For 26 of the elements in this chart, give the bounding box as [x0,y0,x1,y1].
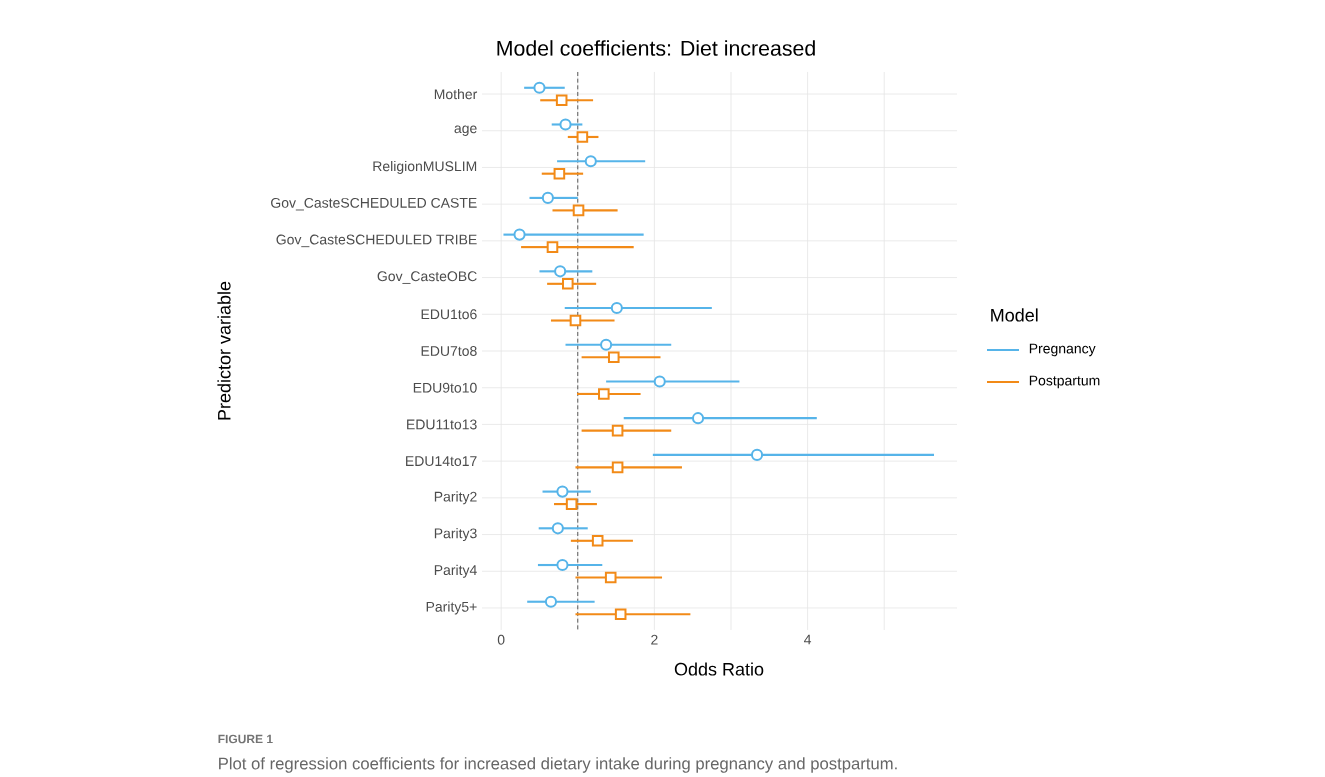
y-tick-label: EDU7to8 [421,345,477,356]
y-tick-label: EDU11to13 [407,419,477,430]
x-tick-label: 0 [497,634,505,645]
y-tick-label: age [454,125,477,136]
y-tick-label: EDU14to17 [406,456,477,466]
y-tick-label: EDU1to6 [421,309,477,320]
x-tick-label: 2 [651,634,658,645]
caption: FIGURE 1 [218,734,273,744]
y-tick-label: Parity2 [434,491,477,505]
y-tick-label: Parity3 [434,527,477,541]
y-tick-label: Gov_CasteOBC [377,271,477,284]
x-axis-title: Odds Ratio [674,662,764,676]
y-tick-label: EDU9to10 [413,382,477,393]
legend-label: Postpartum [1029,375,1100,389]
y-tick-label: Gov_CasteSCHEDULED CASTE [271,197,477,211]
x-tick-label: 4 [804,634,812,645]
y-tick-label: Parity4 [434,564,477,578]
y-axis-title: Predictor variable [217,281,231,420]
y-tick-label: ReligionMUSLIM [373,160,477,174]
text: Plot of regression coefficients for increased dietary intake during pregnancy and postpartum. [219,757,897,773]
y-tick-label: Gov_CasteSCHEDULED TRIBE [276,234,477,248]
y-tick-label: Mother [434,88,478,100]
legend-title: Model [991,308,1038,322]
chart-title: Model coefficients: Diet increased [497,40,815,56]
legend-label: Pregnancy [1029,343,1096,357]
y-tick-label: Parity5+ [426,601,477,615]
